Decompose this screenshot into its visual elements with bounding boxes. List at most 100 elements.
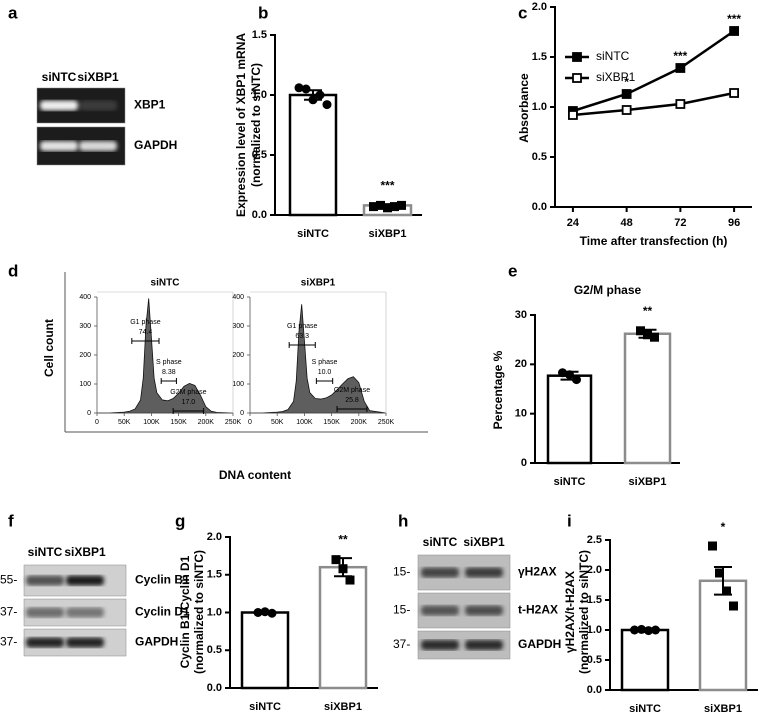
y-tick-label: 0.5 (207, 644, 222, 656)
series-point (621, 89, 632, 99)
x-tick-label: 24 (567, 217, 580, 229)
x-tick-label: 48 (621, 217, 633, 229)
series-line (572, 29, 735, 113)
y-tick-label: 2.0 (587, 564, 602, 576)
significance: * (624, 75, 629, 89)
blot-band (79, 141, 117, 151)
blot-band (465, 605, 503, 616)
bar (623, 332, 672, 465)
x-tick-label: siXBP1 (369, 228, 407, 240)
y-axis-label: Absorbance (517, 73, 531, 143)
x-tick-label: 72 (674, 217, 686, 229)
y-tick-label: 1.0 (207, 606, 222, 618)
x-tick-label: 100K (143, 419, 160, 426)
panel-letter: g (175, 511, 185, 530)
size-marker: 37- (0, 635, 17, 649)
y-tick-label: 2.5 (587, 534, 602, 546)
data-point (301, 84, 311, 94)
lane-label: siNTC (28, 545, 63, 559)
x-tick-label: 50K (271, 419, 284, 426)
y-tick-label: 1.0 (252, 89, 267, 101)
panel-letter: e (508, 261, 517, 280)
gate-name: G2M phase (334, 387, 370, 394)
x-tick-label: 100K (296, 419, 313, 426)
panel-letter: b (258, 3, 268, 22)
data-point (294, 83, 304, 93)
lane-label: siXBP1 (64, 545, 106, 559)
blot-band (421, 567, 459, 578)
data-point (722, 586, 731, 596)
y-tick-label: 0.5 (532, 151, 547, 163)
y-tick-label: 1.5 (532, 51, 547, 63)
significance: *** (673, 49, 687, 63)
lane-label: siXBP1 (77, 70, 119, 84)
chart-title: siNTC (151, 278, 180, 289)
gate-name: S phase (312, 359, 338, 366)
blot-band (465, 567, 503, 578)
blot-label: GAPDH (134, 138, 177, 152)
gate-name: S phase (156, 359, 182, 366)
y-tick-label: 1.5 (207, 569, 222, 581)
x-tick-label: 96 (728, 217, 740, 229)
y-tick-label: 100 (79, 381, 91, 388)
y-tick-label: 300 (79, 323, 91, 330)
y-tick-label: 200 (232, 352, 244, 359)
legend-label: siXBP1 (596, 70, 636, 84)
legend-label: siNTC (596, 49, 630, 63)
significance: ** (643, 304, 653, 318)
data-point (572, 375, 581, 385)
histogram-area (250, 304, 387, 414)
gate-name: G1 phase (287, 323, 317, 330)
x-tick-label: 250K (378, 419, 395, 426)
gate-percent: 10.0 (318, 369, 332, 376)
x-tick-label: siNTC (297, 228, 329, 240)
y-tick-label: 0 (87, 410, 91, 417)
x-tick-label: siNTC (629, 703, 661, 712)
data-point (369, 202, 378, 212)
bar (318, 565, 368, 690)
x-tick-label: 0 (248, 419, 252, 426)
data-point (397, 200, 406, 210)
data-point (308, 95, 318, 105)
y-tick-label: 0.0 (207, 682, 222, 694)
blot-band (66, 607, 104, 618)
gate-percent: 25.8 (345, 397, 359, 404)
data-point (729, 601, 738, 611)
y-tick-label: 1.0 (587, 624, 602, 636)
gate-percent: 17.0 (182, 399, 196, 406)
bar (288, 93, 338, 217)
blot-band (66, 575, 104, 586)
blot-band (66, 637, 104, 648)
blot-band (26, 607, 64, 618)
x-tick-label: 250K (225, 419, 242, 426)
data-point (267, 608, 277, 618)
data-point (345, 575, 355, 585)
x-tick-label: siXBP1 (704, 703, 742, 712)
data-point (315, 90, 325, 100)
size-marker: 55- (0, 573, 17, 587)
blot-label: Cyclin D1 (135, 605, 190, 619)
data-point (650, 332, 659, 342)
y-axis-label: (normalized to siNTC) (577, 550, 591, 674)
x-tick-label: siNTC (249, 701, 281, 712)
series-point (675, 99, 686, 109)
x-axis-label: DNA content (219, 468, 291, 482)
y-axis-label: (normalized to siNTC) (192, 550, 206, 674)
gate-name: G1 phase (130, 319, 160, 326)
blot-band (421, 640, 459, 650)
panel-letter: h (398, 511, 408, 530)
blot-label: t-H2AX (518, 603, 558, 617)
data-point (565, 370, 574, 380)
significance: *** (380, 178, 394, 192)
bar (240, 611, 290, 690)
x-tick-label: 50K (118, 419, 131, 426)
x-tick-label: siXBP1 (324, 701, 362, 712)
blot-band (465, 640, 503, 650)
panel-letter: i (567, 511, 572, 530)
blot-band (40, 141, 78, 151)
bar (620, 628, 670, 692)
y-tick-label: 400 (232, 294, 244, 301)
bar (546, 374, 593, 465)
y-axis-label: (normalized to siNTC) (249, 63, 263, 187)
